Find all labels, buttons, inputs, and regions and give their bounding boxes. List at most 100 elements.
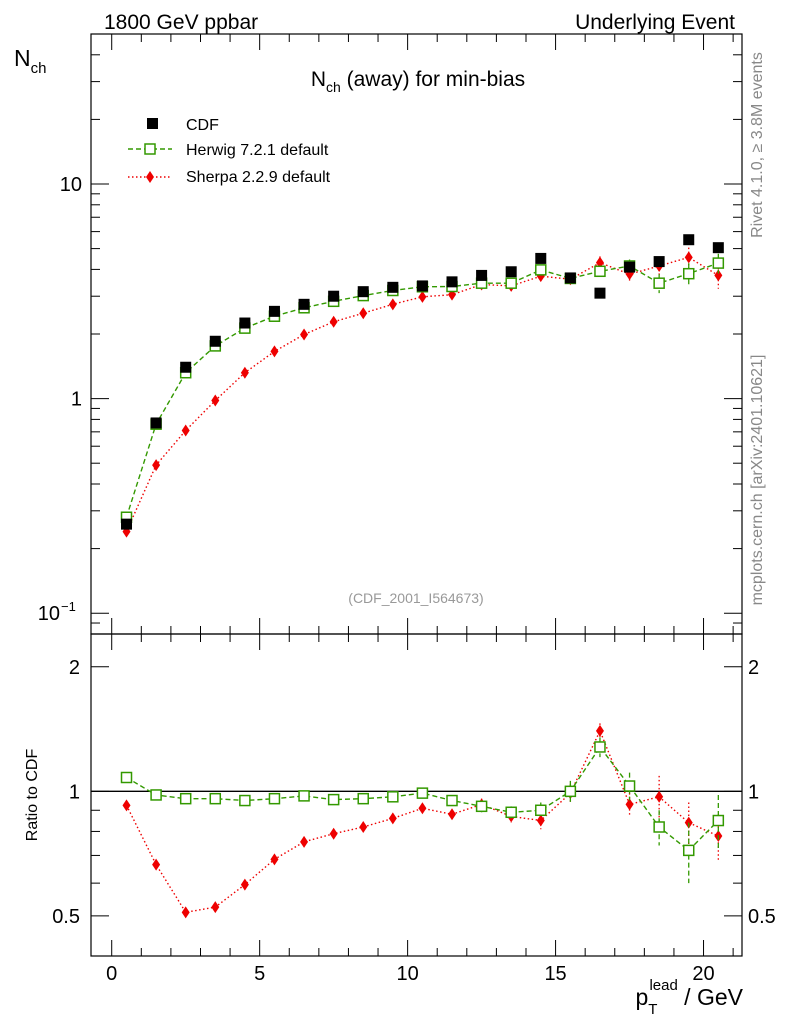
cdf-data-point [328, 290, 340, 302]
herwig-point [357, 792, 369, 805]
legend-label-sherpa: Sherpa 2.2.9 default [186, 169, 331, 186]
herwig-point [446, 794, 458, 807]
main-series [120, 234, 725, 538]
sherpa-point [448, 808, 457, 821]
x-tick-label: 0 [106, 963, 117, 985]
herwig-point [535, 804, 547, 817]
herwig-point [653, 277, 665, 289]
chart-title: Nch (away) for min-bias [311, 68, 525, 95]
y-tick-label: 1 [71, 389, 82, 411]
ratio-y-tick-label-left: 2 [69, 657, 80, 679]
sherpa-point [536, 814, 545, 827]
sherpa-point [655, 790, 664, 803]
herwig-point [594, 265, 606, 278]
herwig-point [387, 791, 399, 803]
herwig-point [416, 787, 429, 799]
herwig-line [125, 262, 719, 518]
sherpa-point [418, 802, 427, 815]
sherpa-point [240, 366, 249, 379]
ratio-y-tick-label-right: 0.5 [748, 906, 776, 928]
ratio-series [120, 723, 725, 919]
x-axis-label-sup: lead [649, 977, 677, 994]
x-tick-label: 20 [692, 963, 714, 985]
ratio-y-tick-label-left: 1 [69, 781, 80, 803]
sherpa-point [329, 315, 338, 328]
x-axis-label-main: p [635, 984, 648, 1010]
sherpa-point [595, 724, 604, 737]
ratio-y-tick-label-left: 0.5 [52, 906, 80, 928]
cdf-data-point [653, 256, 665, 268]
herwig-point [505, 277, 517, 289]
sherpa-point [181, 424, 190, 437]
herwig-point [298, 790, 310, 802]
y-tick-label: 10 [38, 603, 60, 625]
x-tick-label: 5 [254, 963, 265, 985]
cdf-data-point [683, 234, 695, 246]
sherpa-point [388, 812, 397, 825]
herwig-point [327, 793, 340, 806]
cdf-data-point [357, 286, 369, 298]
ratio-ylabel: Ratio to CDF [24, 749, 41, 842]
sherpa-point [240, 878, 249, 891]
herwig-point [682, 844, 695, 857]
sherpa-point [359, 820, 368, 833]
x-axis-label-rest: / GeV [678, 984, 744, 1010]
herwig-point [120, 771, 133, 784]
cdf-data-point [594, 287, 606, 299]
x-tick-label: 15 [544, 963, 566, 985]
ratio-frame [90, 633, 743, 957]
sherpa-point [359, 307, 368, 320]
main-ylabel: Nch [14, 45, 46, 77]
cdf-data-point [624, 261, 636, 273]
main-ylabel-main: N [14, 45, 31, 71]
header-left: 1800 GeV ppbar [104, 11, 258, 34]
cdf-data-point [150, 417, 162, 429]
cdf-data-point [387, 281, 399, 293]
chart-title-rest: (away) for min-bias [341, 68, 525, 91]
sherpa-point [300, 328, 309, 341]
herwig-point [712, 814, 725, 827]
herwig-point [653, 821, 665, 833]
herwig-point [682, 267, 695, 280]
cdf-data-point [446, 276, 458, 288]
cdf-data-point [416, 280, 428, 292]
sherpa-point [625, 798, 634, 811]
herwig-point [179, 792, 192, 805]
cdf-data-point [180, 361, 192, 373]
herwig-point [594, 741, 606, 753]
cdf-data-point [564, 272, 576, 284]
sherpa-point [181, 906, 190, 919]
sherpa-point [211, 901, 220, 914]
legend: CDF Herwig 7.2.1 default Sherpa 2.2.9 de… [128, 117, 331, 186]
herwig-point [505, 806, 517, 819]
sherpa-point [329, 827, 338, 840]
sherpa-point [211, 394, 220, 407]
herwig-point [623, 780, 636, 792]
sherpa-point [388, 298, 397, 311]
herwig-point [209, 792, 222, 805]
cdf-data-point [505, 266, 517, 278]
main-axis-ticks [91, 33, 742, 635]
header-right: Underlying Event [575, 11, 735, 34]
analysis-watermark: (CDF_2001_I564673) [348, 590, 483, 606]
sherpa-point [300, 835, 309, 848]
legend-label-herwig: Herwig 7.2.1 default [186, 142, 329, 159]
cdf-data-point [268, 305, 280, 317]
sherpa-point [684, 251, 693, 264]
sherpa-point [418, 290, 427, 303]
x-tick-label: 10 [396, 963, 418, 985]
herwig-point [564, 785, 577, 798]
herwig-point [268, 792, 281, 805]
main-ylabel-sub: ch [31, 60, 47, 77]
ratio-y-tick-label-right: 2 [748, 657, 759, 679]
herwig-point [150, 789, 162, 801]
sherpa-point [152, 858, 161, 871]
legend-marker-herwig [144, 143, 156, 155]
ratio-y-tick-label-right: 1 [748, 781, 759, 803]
cdf-data-point [121, 518, 133, 530]
legend-marker-sherpa [146, 171, 154, 183]
cdf-data-point [298, 298, 310, 310]
